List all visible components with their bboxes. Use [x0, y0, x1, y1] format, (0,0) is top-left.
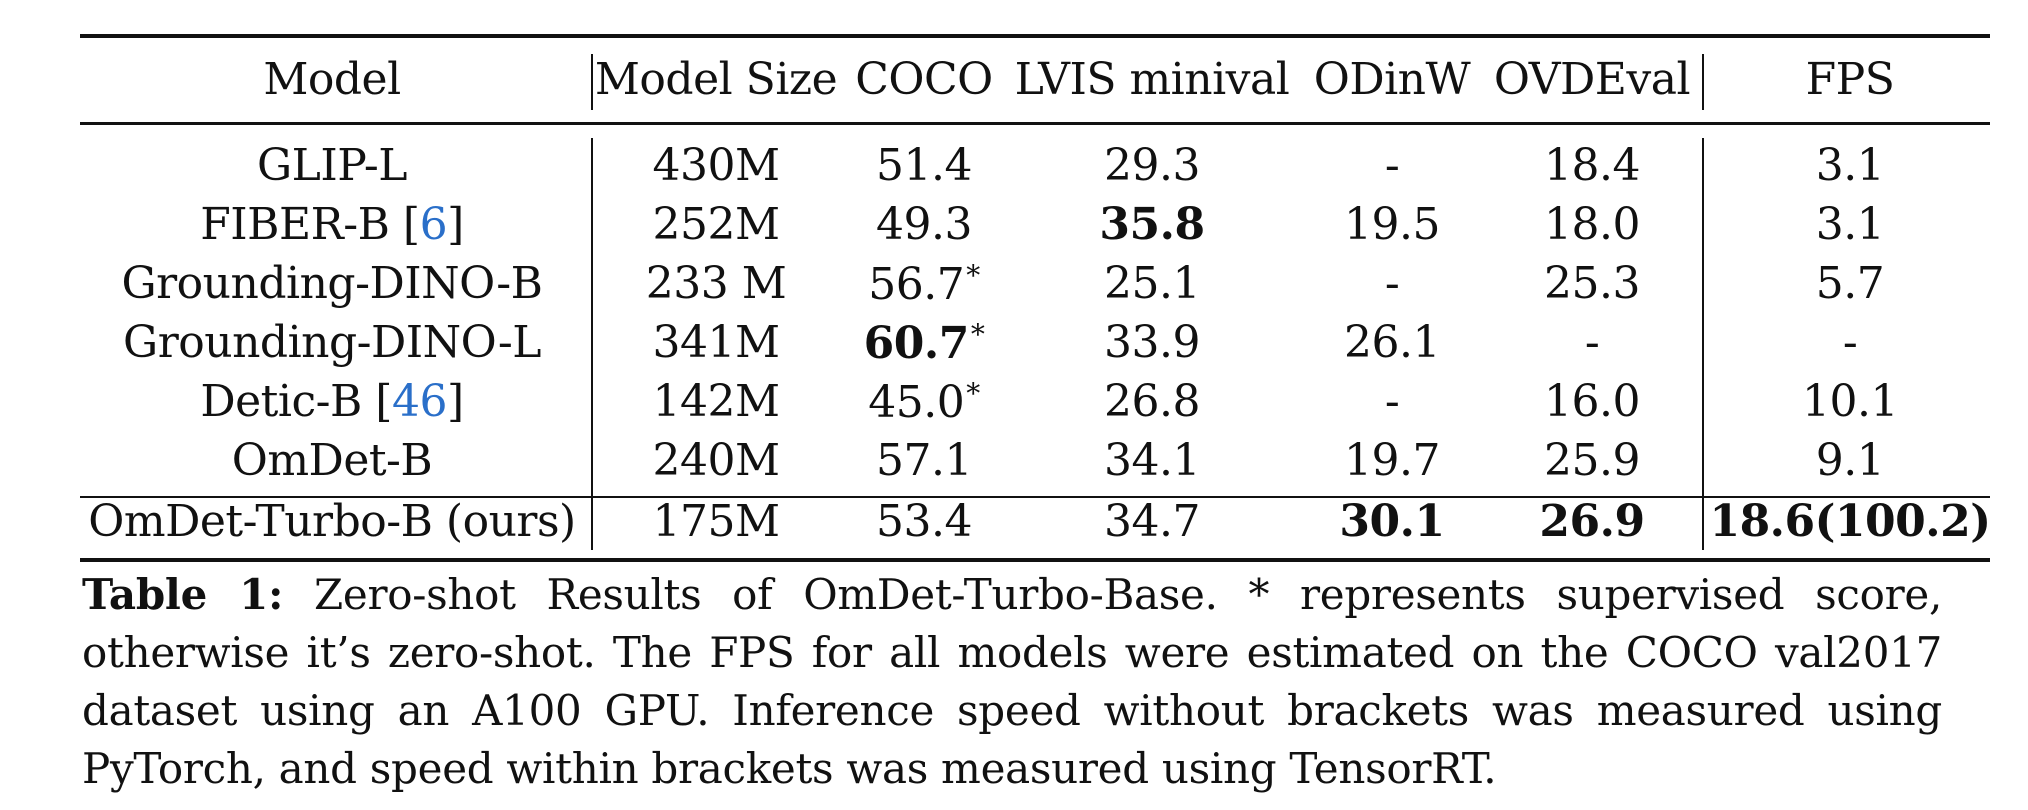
cell-ovdeval: 16.0: [1544, 376, 1640, 427]
cell-fps: 3.1: [1815, 140, 1885, 191]
header-fps: FPS: [1805, 54, 1895, 105]
caption-text: Zero-shot Results of OmDet-Turbo-Base. *…: [82, 570, 1942, 793]
cell-model-size: 341M: [652, 317, 780, 368]
cell-ovdeval: 18.4: [1544, 140, 1640, 191]
cell-lvis: 35.8: [1099, 199, 1205, 250]
cell-model-size: 175M: [652, 496, 780, 547]
cell-lvis: 33.9: [1104, 317, 1200, 368]
cell-odinw: 19.7: [1344, 435, 1440, 486]
supervised-mark: *: [970, 318, 985, 351]
cell-model: Grounding-DINO-L: [123, 317, 541, 368]
supervised-mark: *: [966, 259, 980, 292]
cell-lvis: 29.3: [1104, 140, 1200, 191]
cell-fps: 9.1: [1815, 435, 1885, 486]
cell-odinw: -: [1384, 258, 1400, 309]
cell-model: OmDet-B: [231, 435, 433, 486]
coco-value: 45.0: [868, 377, 965, 428]
cell-fps: 5.7: [1815, 258, 1885, 309]
table-top-rule: [80, 34, 1990, 38]
cell-odinw: -: [1384, 140, 1400, 191]
cell-odinw: 30.1: [1339, 496, 1445, 547]
cell-ovdeval: 25.3: [1544, 258, 1640, 309]
column-separator-right: [1702, 138, 1704, 550]
citation-open-bracket: [: [375, 376, 392, 427]
column-separator-left: [591, 138, 593, 550]
cell-lvis: 34.1: [1104, 435, 1200, 486]
citation-open-bracket: [: [402, 199, 420, 250]
cell-coco: 45.0*: [868, 377, 980, 428]
caption-label: Table 1:: [82, 570, 284, 619]
cell-coco: 60.7*: [864, 321, 985, 366]
cell-model-size: 142M: [652, 376, 780, 427]
header-model: Model: [263, 54, 401, 105]
header-odinw: ODinW: [1313, 54, 1471, 105]
supervised-mark: *: [966, 377, 980, 410]
citation-link[interactable]: 6: [419, 199, 448, 250]
cell-fps: 18.6(100.2): [1709, 496, 1991, 547]
cell-model-size: 430M: [652, 140, 780, 191]
cell-odinw: 19.5: [1344, 199, 1440, 250]
table-header-rule: [80, 122, 1990, 125]
cell-model: Grounding-DINO-B: [121, 258, 544, 309]
citation-close-bracket: ]: [447, 199, 464, 250]
cell-fps: 10.1: [1802, 376, 1898, 427]
cell-ovdeval: 25.9: [1544, 435, 1640, 486]
cell-lvis: 34.7: [1104, 496, 1200, 547]
header-model-size: Model Size: [594, 54, 838, 105]
cell-coco: 51.4: [876, 140, 972, 191]
table-caption: Table 1: Zero-shot Results of OmDet-Turb…: [82, 566, 1942, 798]
model-name: FIBER-B: [200, 199, 390, 250]
cell-coco: 49.3: [876, 199, 972, 250]
cell-model: OmDet-Turbo-B (ours): [88, 496, 576, 547]
model-name: Detic-B: [200, 376, 362, 427]
cell-coco: 57.1: [876, 435, 972, 486]
cell-coco: 56.7*: [868, 259, 980, 310]
citation-close-bracket: ]: [446, 376, 464, 427]
column-separator-left: [591, 54, 593, 110]
cell-ovdeval: 18.0: [1544, 199, 1640, 250]
cell-model: FIBER-B [6]: [200, 203, 464, 247]
cell-coco: 53.4: [876, 496, 972, 547]
cell-odinw: -: [1384, 376, 1400, 427]
cell-fps: -: [1842, 317, 1858, 368]
table-bottom-rule: [80, 558, 1990, 562]
cell-model-size: 233 M: [645, 258, 787, 309]
cell-model-size: 240M: [652, 435, 780, 486]
coco-value: 60.7: [863, 318, 970, 369]
cell-lvis: 26.8: [1104, 376, 1200, 427]
cell-odinw: 26.1: [1344, 317, 1440, 368]
header-lvis: LVIS minival: [1014, 54, 1290, 105]
column-separator-right: [1702, 54, 1704, 110]
coco-value: 56.7: [868, 259, 965, 310]
header-ovdeval: OVDEval: [1493, 54, 1691, 105]
cell-model: GLIP-L: [256, 140, 408, 191]
header-coco: COCO: [855, 54, 993, 105]
cell-model-size: 252M: [652, 199, 780, 250]
cell-ovdeval: 26.9: [1539, 496, 1645, 547]
citation-link[interactable]: 46: [391, 376, 448, 427]
cell-ovdeval: -: [1584, 317, 1600, 368]
cell-fps: 3.1: [1815, 199, 1885, 250]
table-last-row-rule: [80, 496, 1990, 498]
cell-model: Detic-B [46]: [200, 380, 464, 424]
cell-lvis: 25.1: [1104, 258, 1200, 309]
